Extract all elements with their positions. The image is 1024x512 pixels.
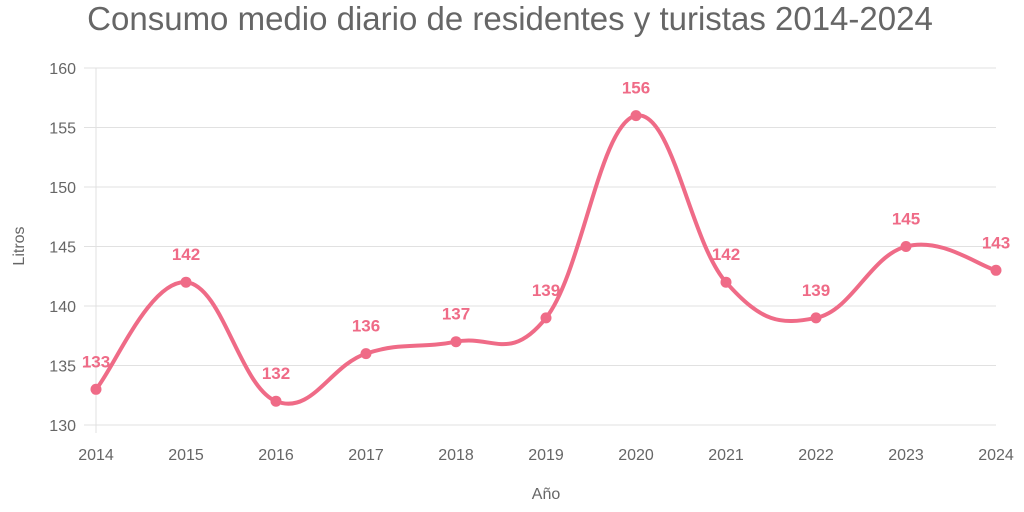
x-axis-label: Año: [532, 486, 561, 503]
data-point[interactable]: [990, 264, 1002, 276]
x-tick-label: 2016: [258, 447, 294, 464]
data-point[interactable]: [180, 276, 192, 288]
data-label: 139: [532, 281, 560, 300]
x-tick-label: 2018: [438, 447, 474, 464]
x-tick-label: 2021: [708, 447, 744, 464]
data-label: 139: [802, 281, 830, 300]
data-point[interactable]: [720, 276, 732, 288]
x-axis-ticks: 2014 2015 2016 2017 2018 2019 2020 2021 2022 2023…: [78, 447, 1014, 464]
data-label: 136: [352, 317, 380, 336]
series: [90, 110, 1002, 407]
series-line: [94, 113, 997, 406]
data-point[interactable]: [810, 312, 822, 324]
data-labels: 133 142 132 136 137 139 156 142 139 145 143: [82, 79, 1010, 384]
data-label: 133: [82, 352, 110, 371]
data-point[interactable]: [90, 383, 102, 395]
y-tick-label: 135: [49, 359, 76, 376]
x-tick-label: 2020: [618, 447, 654, 464]
data-label: 132: [262, 364, 290, 383]
data-label: 137: [442, 305, 470, 324]
data-point[interactable]: [540, 312, 552, 324]
data-point[interactable]: [630, 110, 642, 122]
data-point[interactable]: [270, 395, 282, 407]
x-tick-label: 2022: [798, 447, 834, 464]
data-label: 142: [172, 245, 200, 264]
y-tick-label: 130: [49, 418, 76, 435]
y-tick-label: 145: [49, 240, 76, 257]
x-tick-label: 2023: [888, 447, 924, 464]
data-label: 143: [982, 233, 1010, 252]
y-axis-ticks: 130 135 140 145 150 155 160: [49, 61, 76, 435]
x-tick-label: 2019: [528, 447, 564, 464]
data-point[interactable]: [360, 348, 372, 360]
x-tick-label: 2017: [348, 447, 384, 464]
grid: [84, 67, 996, 433]
y-tick-label: 140: [49, 299, 76, 316]
chart-title: Consumo medio diario de residentes y tur…: [87, 0, 933, 37]
data-point[interactable]: [900, 241, 912, 252]
y-tick-label: 155: [49, 121, 76, 138]
x-tick-label: 2024: [978, 447, 1014, 464]
data-point[interactable]: [450, 336, 462, 348]
data-label: 156: [622, 79, 650, 98]
y-tick-label: 160: [49, 61, 76, 78]
data-label: 142: [712, 245, 740, 264]
y-axis-label: Litros: [11, 226, 28, 265]
y-tick-label: 150: [49, 180, 76, 197]
x-tick-label: 2015: [168, 447, 204, 464]
x-tick-label: 2014: [78, 447, 114, 464]
data-label: 145: [892, 210, 920, 229]
